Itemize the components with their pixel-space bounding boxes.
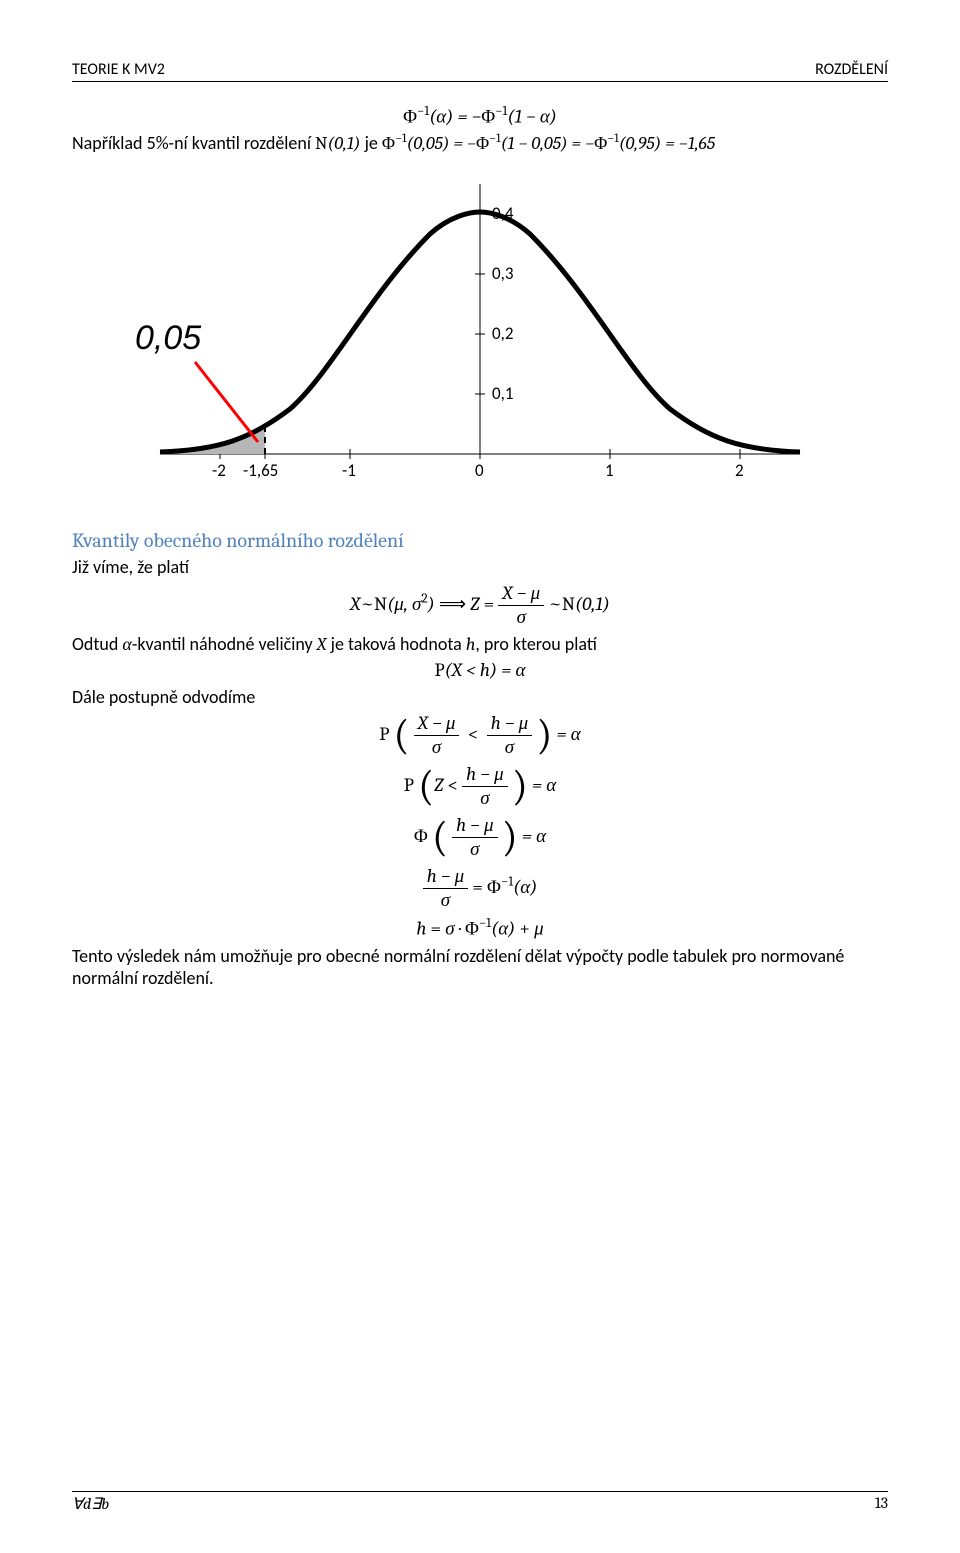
ytick-01: 0,1 [492, 383, 513, 404]
label-005: 0,05 [135, 319, 201, 357]
line-jiz: Již víme, že platí [72, 556, 888, 578]
p2fd: σ [462, 787, 507, 810]
line-odtud: Odtud α-kvantil náhodné veličiny X je ta… [72, 633, 888, 655]
eq-final: h = σ · Φ−1(α) + μ [72, 916, 888, 940]
page-footer: ∀d∃b 13 [72, 1491, 888, 1513]
odtud-x: X [317, 634, 327, 655]
odtud-h: h [466, 634, 476, 655]
ytick-03: 0,3 [492, 263, 513, 284]
line-tento: Tento výsledek nám umožňuje pro obecné n… [72, 945, 888, 989]
phifn: h − μ [452, 814, 497, 838]
odtud-mid2: je taková hodnota [327, 633, 466, 655]
xtick-0: -2 [212, 460, 226, 481]
eq-top: Φ−1(α) = −Φ−1(1 − α) [72, 104, 888, 128]
p2fn: h − μ [462, 763, 507, 787]
p1f2d: σ [487, 736, 532, 759]
frac-den-1: σ [498, 606, 544, 629]
hmud: σ [423, 889, 468, 912]
p1f1d: σ [414, 736, 460, 759]
xtick-4: 1 [605, 460, 614, 481]
footer-left: ∀d∃b [72, 1494, 109, 1513]
arrow-line [195, 362, 258, 442]
header-left: TEORIE K MV2 [72, 60, 165, 79]
xtick-3: 0 [475, 460, 484, 481]
footer-right: 13 [875, 1494, 888, 1513]
frac-num-1: X − μ [498, 582, 544, 606]
p1rhs: = α [552, 723, 580, 745]
phirhs: = α [518, 825, 546, 847]
phifd: σ [452, 838, 497, 861]
line-dale: Dále postupně odvodíme [72, 686, 888, 708]
page-header: TEORIE K MV2 ROZDĚLENÍ [72, 60, 888, 82]
header-right: ROZDĚLENÍ [815, 60, 888, 79]
line-example: Například 5%-ní kvantil rozdělení N(0,1)… [72, 132, 888, 154]
subhead-kvantily: Kvantily obecného normálního rozdělení [72, 529, 888, 552]
p1f2n: h − μ [487, 712, 532, 736]
p2rhs: = α [528, 774, 556, 796]
xtick-2: -1 [342, 460, 356, 481]
line-example-mid: je [361, 132, 382, 154]
eq-phi: Φ ( h − μσ ) = α [72, 814, 888, 861]
odtud-pre: Odtud [72, 633, 122, 655]
normal-dist-chart: 0,1 0,2 0,3 0,4 -2 -1,65 -1 0 1 2 [130, 164, 830, 499]
p1f1n: X − μ [414, 712, 460, 736]
eq-p1: P ( X − μσ < h − μσ ) = α [72, 712, 888, 759]
odtud-alpha: α [122, 634, 131, 655]
chart-svg: 0,1 0,2 0,3 0,4 -2 -1,65 -1 0 1 2 [130, 164, 830, 494]
eq-pxh: P(X < h) = α [72, 659, 888, 682]
odtud-end: , pro kterou platí [475, 633, 597, 655]
odtud-mid1: -kvantil náhodné veličiny [132, 633, 317, 655]
hmun: h − μ [423, 865, 468, 889]
eq-hmu: h − μσ = Φ−1(α) [72, 865, 888, 912]
eq-transform: X~N(μ, σ2) ⟹ Z = X − μσ ~N(0,1) [72, 582, 888, 629]
ytick-02: 0,2 [492, 323, 513, 344]
line-example-pre: Například 5%-ní kvantil rozdělení [72, 132, 315, 154]
eq-p2: P (Z < h − μσ ) = α [72, 763, 888, 810]
xtick-5: 2 [735, 460, 744, 481]
xtick-1: -1,65 [243, 460, 278, 481]
